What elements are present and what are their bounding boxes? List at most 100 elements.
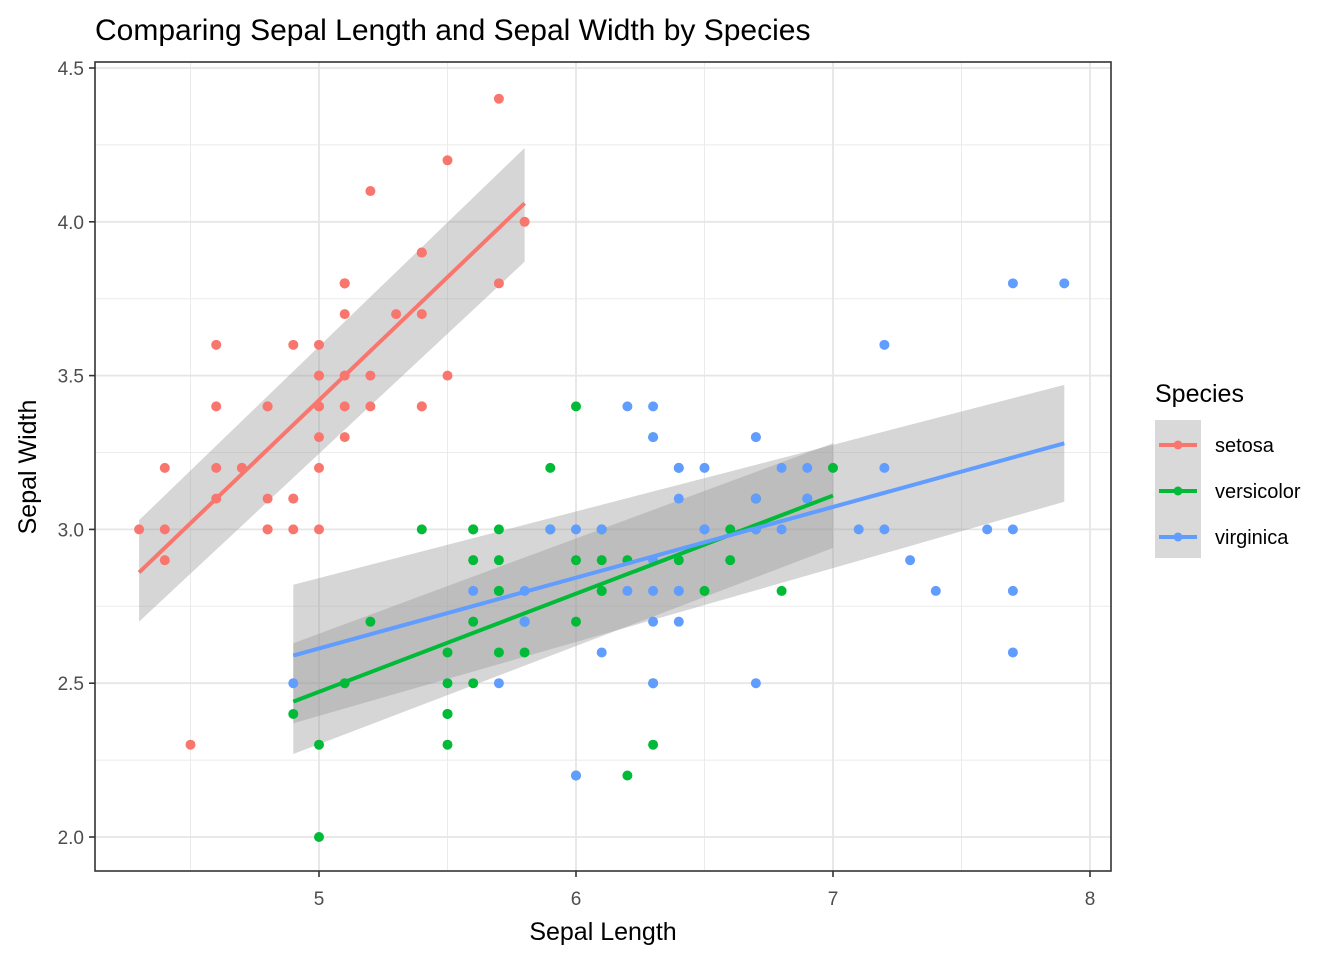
x-tick-label: 7: [828, 889, 839, 910]
virginica-point: [648, 401, 659, 412]
x-tick-label: 8: [1085, 889, 1096, 910]
setosa-point: [339, 278, 350, 289]
setosa-point: [339, 309, 350, 320]
y-tick-label: 3.5: [58, 367, 84, 388]
fit-lines: [137, 201, 1065, 704]
virginica-point: [288, 678, 299, 689]
versicolor-point: [468, 616, 479, 627]
virginica-point: [1007, 278, 1018, 289]
setosa-point: [339, 432, 350, 443]
setosa-point: [314, 524, 324, 535]
x-tick-label: 5: [314, 889, 325, 910]
legend-point-icon: [1173, 440, 1183, 450]
setosa-point: [365, 186, 376, 197]
virginica-point: [596, 524, 607, 535]
versicolor-point: [571, 616, 581, 627]
virginica-point: [545, 524, 556, 535]
setosa-point: [185, 739, 196, 750]
y-axis-title: Sepal Width: [14, 400, 42, 535]
setosa-point: [211, 462, 222, 473]
versicolor-point: [596, 555, 607, 566]
setosa-point: [442, 370, 453, 381]
panel-background: [95, 62, 1111, 871]
panel-border: [94, 61, 1112, 872]
virginica-point: [776, 524, 787, 535]
virginica-point: [930, 585, 941, 596]
x-axis-title: Sepal Length: [529, 918, 676, 946]
versicolor-point: [596, 585, 607, 596]
setosa-point: [314, 462, 324, 473]
versicolor-point: [468, 524, 479, 535]
virginica-point: [750, 493, 761, 504]
virginica-point: [648, 616, 659, 627]
virginica-point: [699, 524, 710, 535]
legend-label: setosa: [1215, 435, 1275, 457]
setosa-point: [416, 309, 427, 320]
versicolor-point: [493, 585, 504, 596]
versicolor-point: [314, 739, 324, 750]
versicolor-point: [493, 555, 504, 566]
setosa-fit-line: [137, 201, 526, 574]
setosa-point: [365, 401, 376, 412]
legend-point-icon: [1173, 486, 1183, 496]
legend: Species setosa versicolor virginica: [1155, 380, 1301, 558]
setosa-point: [314, 432, 324, 443]
setosa-point: [519, 216, 530, 227]
versicolor-point: [468, 678, 479, 689]
versicolor-point: [442, 647, 453, 658]
legend-title: Species: [1155, 380, 1244, 408]
versicolor-point: [571, 555, 581, 566]
virginica-point: [648, 678, 659, 689]
versicolor-point: [365, 616, 376, 627]
virginica-point: [571, 524, 581, 535]
y-tick-label: 4.5: [58, 59, 84, 80]
setosa-point: [211, 339, 222, 350]
legend-item-versicolor: versicolor: [1159, 481, 1301, 503]
setosa-point: [159, 524, 170, 535]
virginica-point: [879, 462, 890, 473]
virginica-point: [648, 432, 659, 443]
setosa-point: [391, 309, 402, 320]
y-tick-label: 2.5: [58, 674, 84, 695]
virginica-point: [802, 493, 813, 504]
x-tick-label: 6: [571, 889, 582, 910]
y-tick-label: 3.0: [58, 520, 84, 541]
versicolor-point: [699, 585, 710, 596]
legend-item-setosa: setosa: [1159, 435, 1275, 457]
versicolor-point: [416, 524, 427, 535]
chart-title: Comparing Sepal Length and Sepal Width b…: [95, 14, 810, 47]
setosa-point: [442, 155, 453, 166]
virginica-point: [1007, 524, 1018, 535]
legend-point-icon: [1173, 532, 1183, 542]
setosa-point: [339, 401, 350, 412]
virginica-point: [673, 462, 684, 473]
virginica-point: [622, 401, 633, 412]
virginica-point: [673, 493, 684, 504]
setosa-point: [262, 524, 273, 535]
setosa-point: [159, 555, 170, 566]
y-axis: 2.0 2.5 3.0 3.5 4.0 4.5: [58, 59, 95, 849]
virginica-point: [879, 339, 890, 350]
setosa-point: [262, 401, 273, 412]
versicolor-point: [545, 462, 556, 473]
versicolor-point: [442, 708, 453, 719]
virginica-point: [776, 462, 787, 473]
setosa-point: [134, 524, 145, 535]
x-axis: 5 6 7 8: [314, 871, 1096, 910]
setosa-point: [262, 493, 273, 504]
versicolor-point: [314, 832, 324, 842]
virginica-point: [571, 770, 581, 781]
versicolor-point: [725, 555, 736, 566]
virginica-point: [879, 524, 890, 535]
setosa-point: [493, 278, 504, 289]
versicolor-point: [648, 739, 659, 750]
virginica-point: [673, 585, 684, 596]
virginica-point: [853, 524, 864, 535]
setosa-confidence-band: [139, 147, 525, 622]
setosa-point: [314, 370, 324, 381]
setosa-point: [211, 401, 222, 412]
y-tick-label: 4.0: [58, 213, 84, 234]
virginica-point: [699, 462, 710, 473]
setosa-point: [288, 493, 299, 504]
virginica-point: [1059, 278, 1070, 289]
